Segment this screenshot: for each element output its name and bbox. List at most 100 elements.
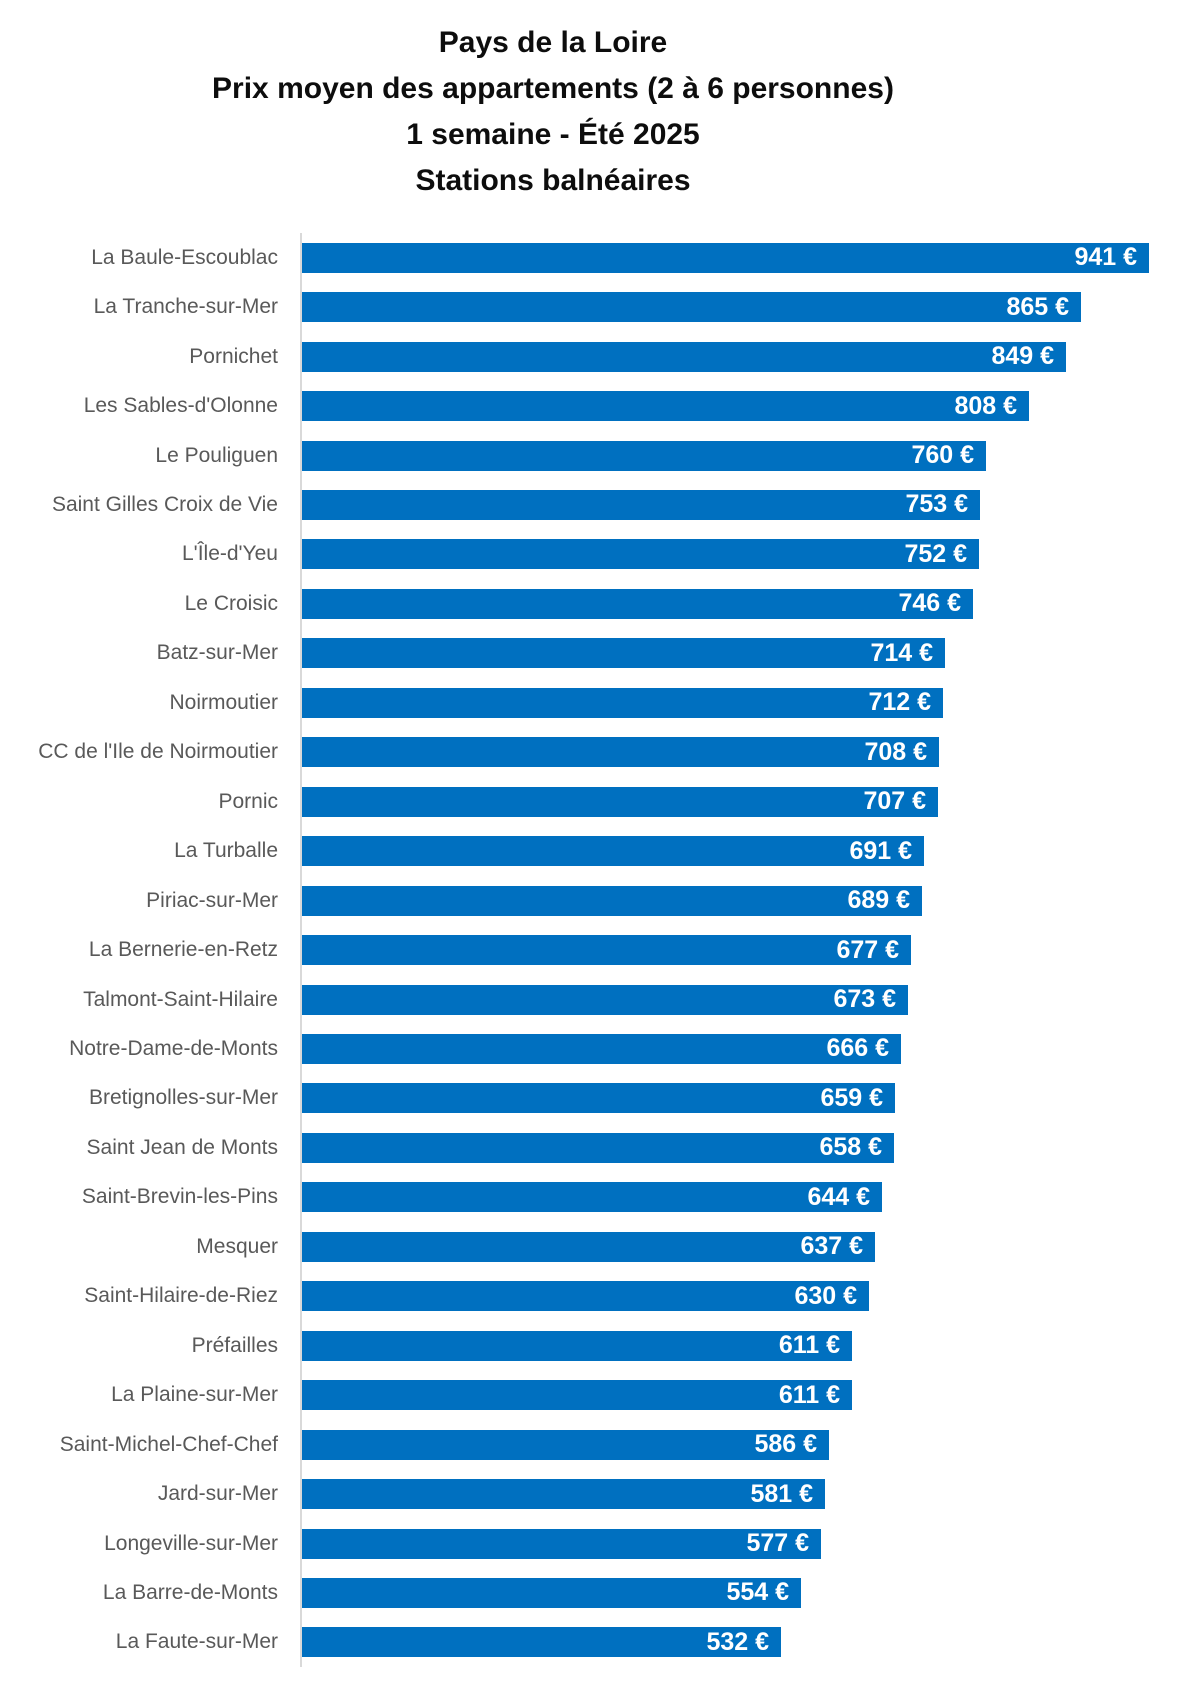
value-label: 611 € (778, 1331, 840, 1360)
category-label: La Plaine-sur-Mer (111, 1383, 278, 1407)
value-label: 753 € (905, 490, 968, 519)
value-bar: 712 € (302, 687, 943, 718)
chart-row: L'Île-d'Yeu 752 € (0, 530, 1200, 579)
value-bar: 941 € (302, 242, 1149, 273)
bar-track: 941 € (301, 242, 1200, 273)
chart-title-line-1: Pays de la Loire (438, 26, 668, 59)
category-label: La Faute-sur-Mer (115, 1630, 278, 1654)
chart-row: La Barre-de-Monts 554 € (0, 1568, 1200, 1617)
category-label: Jard-sur-Mer (157, 1482, 278, 1506)
value-bar: 707 € (302, 786, 938, 817)
value-label: 691 € (849, 836, 912, 865)
value-bar: 760 € (302, 440, 986, 471)
value-label: 707 € (863, 787, 926, 816)
category-label: Saint-Hilaire-de-Riez (84, 1284, 278, 1308)
value-bar: 673 € (302, 984, 908, 1015)
bar-track: 673 € (301, 984, 1200, 1015)
value-label: 865 € (1006, 292, 1069, 321)
category-label: Batz-sur-Mer (156, 641, 278, 665)
bar-track: 586 € (301, 1429, 1200, 1460)
chart-title-line-3: 1 semaine - Été 2025 (406, 118, 700, 151)
chart-row: Pornichet 849 € (0, 332, 1200, 381)
value-label: 708 € (864, 737, 927, 766)
value-bar: 708 € (302, 737, 939, 768)
chart-row: Notre-Dame-de-Monts 666 € (0, 1024, 1200, 1073)
bar-track: 712 € (301, 687, 1200, 718)
category-label: Longeville-sur-Mer (104, 1531, 278, 1555)
bar-track: 752 € (301, 539, 1200, 570)
value-bar: 666 € (302, 1033, 901, 1064)
value-label: 666 € (826, 1034, 889, 1063)
value-label: 611 € (778, 1380, 840, 1409)
category-label: Le Croisic (184, 591, 278, 615)
value-label: 712 € (868, 688, 931, 717)
chart-row: Batz-sur-Mer 714 € (0, 629, 1200, 678)
category-label: La Bernerie-en-Retz (88, 938, 278, 962)
category-label: Pornic (218, 789, 278, 813)
value-label: 677 € (836, 935, 899, 964)
bar-track: 554 € (301, 1577, 1200, 1608)
value-bar: 554 € (302, 1577, 801, 1608)
value-label: 673 € (833, 985, 896, 1014)
value-label: 746 € (898, 589, 961, 618)
value-bar: 611 € (302, 1330, 852, 1361)
chart-title-line-4: Stations balnéaires (415, 164, 691, 197)
value-bar: 746 € (302, 588, 973, 619)
chart-row: La Plaine-sur-Mer 611 € (0, 1370, 1200, 1419)
value-label: 630 € (794, 1281, 857, 1310)
bar-track: 644 € (301, 1182, 1200, 1213)
bar-track: 677 € (301, 935, 1200, 966)
value-label: 714 € (870, 638, 933, 667)
bar-track: 691 € (301, 836, 1200, 867)
chart-row: Saint-Hilaire-de-Riez 630 € (0, 1272, 1200, 1321)
category-label: La Barre-de-Monts (102, 1580, 278, 1604)
chart-row: Talmont-Saint-Hilaire 673 € (0, 975, 1200, 1024)
chart-row: La Bernerie-en-Retz 677 € (0, 925, 1200, 974)
chart-row: Saint-Brevin-les-Pins 644 € (0, 1173, 1200, 1222)
value-bar: 808 € (302, 391, 1029, 422)
bar-track: 611 € (301, 1380, 1200, 1411)
bar-track: 637 € (301, 1231, 1200, 1262)
category-label: Les Sables-d'Olonne (83, 394, 278, 418)
bar-rows-container: La Baule-Escoublac 941 € La Tranche-sur-… (0, 233, 1200, 1667)
chart-row: La Faute-sur-Mer 532 € (0, 1618, 1200, 1667)
value-bar: 581 € (302, 1479, 825, 1510)
value-label: 941 € (1074, 243, 1137, 272)
chart-row: Bretignolles-sur-Mer 659 € (0, 1074, 1200, 1123)
category-label: Bretignolles-sur-Mer (88, 1086, 278, 1110)
chart-row: Jard-sur-Mer 581 € (0, 1469, 1200, 1518)
value-label: 554 € (726, 1578, 789, 1607)
chart-row: Saint Jean de Monts 658 € (0, 1123, 1200, 1172)
category-label: Saint Jean de Monts (86, 1135, 278, 1159)
chart-row: Noirmoutier 712 € (0, 678, 1200, 727)
chart-row: La Baule-Escoublac 941 € (0, 233, 1200, 282)
bar-track: 849 € (301, 341, 1200, 372)
chart-row: Piriac-sur-Mer 689 € (0, 876, 1200, 925)
chart-title: Pays de la Loire Prix moyen des appartem… (0, 20, 1106, 204)
bar-track: 658 € (301, 1132, 1200, 1163)
bar-track: 581 € (301, 1479, 1200, 1510)
value-bar: 865 € (302, 292, 1081, 323)
chart-row: Préfailles 611 € (0, 1321, 1200, 1370)
bar-track: 666 € (301, 1033, 1200, 1064)
bar-track: 746 € (301, 588, 1200, 619)
bar-track: 808 € (301, 391, 1200, 422)
chart-row: Mesquer 637 € (0, 1222, 1200, 1271)
value-label: 577 € (746, 1529, 809, 1557)
chart-row: Saint Gilles Croix de Vie 753 € (0, 480, 1200, 529)
bar-track: 707 € (301, 786, 1200, 817)
chart-row: CC de l'Ile de Noirmoutier 708 € (0, 728, 1200, 777)
category-label: Le Pouliguen (155, 443, 278, 467)
value-bar: 577 € (302, 1528, 821, 1559)
chart-row: Le Pouliguen 760 € (0, 431, 1200, 480)
bar-chart-plot-area: La Baule-Escoublac 941 € La Tranche-sur-… (0, 233, 1200, 1667)
value-bar: 630 € (302, 1281, 869, 1312)
value-bar: 677 € (302, 935, 911, 966)
category-label: Noirmoutier (169, 690, 278, 714)
value-label: 752 € (904, 539, 967, 568)
value-label: 760 € (911, 441, 974, 470)
value-bar: 689 € (302, 885, 922, 916)
bar-track: 611 € (301, 1330, 1200, 1361)
bar-track: 760 € (301, 440, 1200, 471)
